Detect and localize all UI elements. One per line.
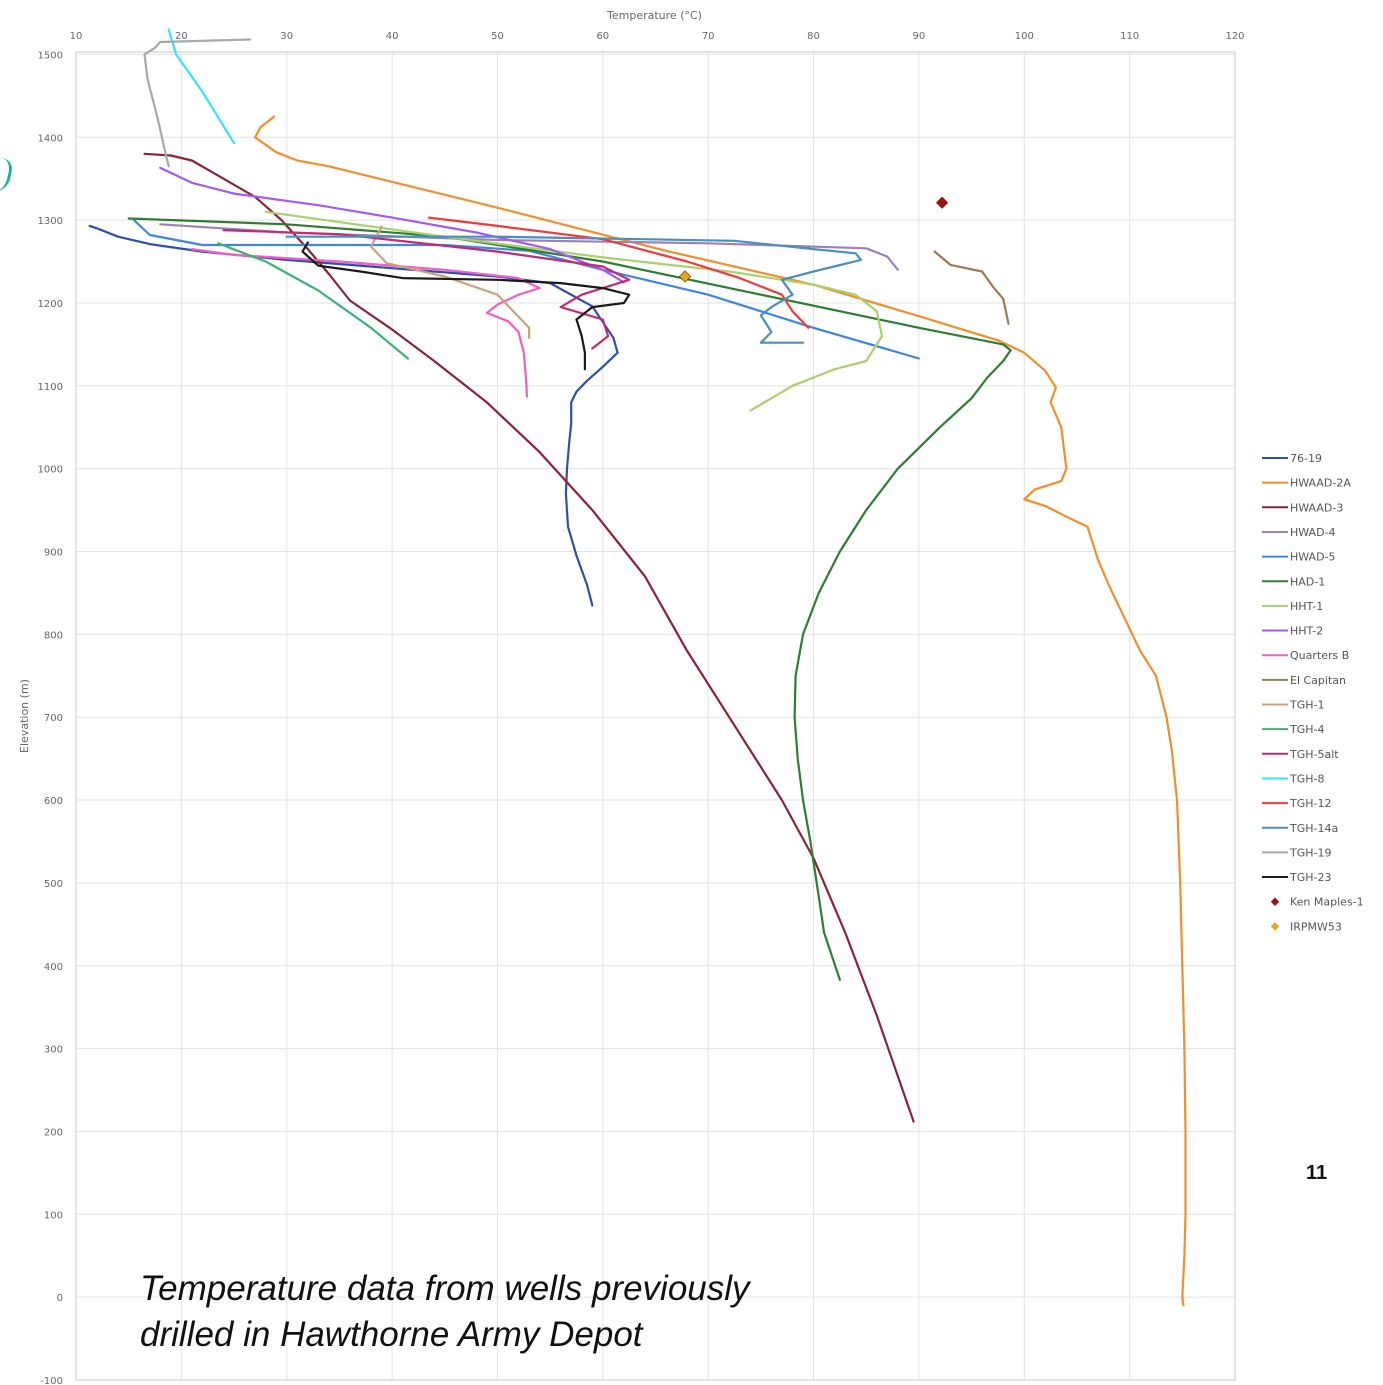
legend-label-irpmw53: IRPMW53: [1290, 920, 1342, 933]
series-line-had-1: [127, 217, 1012, 981]
legend-label-tgh-12: TGH-12: [1289, 797, 1331, 810]
x-tick-label: 60: [596, 31, 609, 42]
y-tick-label: 1500: [38, 50, 63, 61]
legend-marker-irpmw53: [1270, 922, 1280, 931]
series-line-tgh-5alt: [222, 229, 631, 350]
legend-label-tgh-5alt: TGH-5alt: [1289, 748, 1339, 761]
series-line-quarters-b: [190, 248, 541, 398]
legend-label-tgh-8: TGH-8: [1289, 772, 1324, 785]
y-tick-label: 0: [57, 1293, 63, 1304]
series-line-tgh-19: [143, 38, 251, 168]
y-tick-label: 1300: [38, 216, 63, 227]
legend-label-hht-2: HHT-2: [1290, 625, 1323, 638]
legend-label-hwaad-2a: HWAAD-2A: [1290, 477, 1351, 490]
legend-label-tgh-14a: TGH-14a: [1289, 822, 1338, 835]
y-axis-title: Elevation (m): [18, 679, 31, 753]
series-marker-ken-maples-1: [936, 196, 949, 209]
x-tick-label: 50: [491, 31, 504, 42]
series-line-tgh-12: [427, 216, 810, 329]
series-line-tgh-23: [301, 241, 631, 371]
legend-label-tgh-19: TGH-19: [1289, 846, 1331, 859]
x-tick-label: 100: [1015, 31, 1034, 42]
y-tick-label: 700: [44, 713, 63, 724]
y-tick-label: 100: [44, 1210, 63, 1221]
series-line-hht-2: [159, 166, 625, 284]
series-line-hwaad-2a: [254, 115, 1187, 1307]
series-line-el-capitan: [933, 250, 1010, 325]
legend-label-tgh-1: TGH-1: [1289, 699, 1324, 712]
series-line-hht-1: [264, 210, 884, 412]
x-tick-label: 120: [1225, 31, 1244, 42]
legend-label-quarters-b: Quarters B: [1290, 649, 1349, 662]
y-tick-label: 400: [44, 962, 63, 973]
x-tick-label: 10: [70, 31, 83, 42]
y-tick-label: 600: [44, 796, 63, 807]
series-line-tgh-14a: [285, 235, 863, 344]
caption-line-2: drilled in Hawthorne Army Depot: [140, 1315, 643, 1354]
x-tick-label: 30: [280, 31, 293, 42]
x-tick-label: 110: [1120, 31, 1139, 42]
x-tick-label: 40: [386, 31, 399, 42]
y-axis-ticks: -100 0 100 200 300 400 500 600 700 800 900 1000 1100…: [38, 50, 63, 1385]
slide-caption: Temperature data from wells previously d…: [140, 1266, 1040, 1358]
page-number: 11: [1306, 1162, 1328, 1184]
legend-label-had-1: HAD-1: [1290, 575, 1325, 588]
series-line-hwaad-3: [143, 152, 915, 1123]
x-tick-label: 70: [702, 31, 715, 42]
legend-label-hwad-5: HWAD-5: [1290, 551, 1336, 564]
plot-area-frame: [75, 51, 1236, 1381]
x-tick-label: 80: [807, 31, 820, 42]
y-tick-label: 500: [44, 879, 63, 890]
y-tick-label: 900: [44, 548, 63, 559]
legend-marker-ken-maples-1: [1270, 897, 1280, 906]
x-tick-label: 90: [913, 31, 926, 42]
series-line-tgh-1: [369, 225, 531, 339]
legend-label-ken-maples-1: Ken Maples-1: [1290, 896, 1364, 909]
y-tick-label: 200: [44, 1127, 63, 1138]
y-tick-label: -100: [40, 1376, 63, 1385]
series-lines: [88, 28, 1187, 1307]
y-tick-label: 1200: [38, 299, 63, 310]
x-axis-title: Temperature (°C): [606, 9, 702, 22]
y-tick-label: 1100: [38, 382, 63, 393]
caption-line-1: Temperature data from wells previously: [140, 1269, 750, 1308]
legend-label-el-capitan: El Capitan: [1290, 674, 1346, 687]
legend-label-hwaad-3: HWAAD-3: [1290, 501, 1343, 514]
y-tick-label: 300: [44, 1045, 63, 1056]
legend: 76-19 HWAAD-2A HWAAD-3 HWAD-4 HWAD-5 HAD-1 HHT…: [1262, 452, 1364, 933]
legend-label-tgh-23: TGH-23: [1289, 871, 1331, 884]
y-tick-label: 800: [44, 630, 63, 641]
legend-label-hwad-4: HWAD-4: [1290, 526, 1336, 539]
legend-label-hht-1: HHT-1: [1290, 600, 1323, 613]
y-tick-label: 1400: [38, 133, 63, 144]
legend-label-tgh-4: TGH-4: [1289, 723, 1324, 736]
series-marker-irpmw53: [678, 270, 692, 283]
series-line-tgh-4: [217, 242, 409, 360]
y-tick-label: 1000: [38, 465, 63, 476]
legend-label-76-19: 76-19: [1290, 452, 1322, 465]
x-tick-label: 20: [175, 31, 188, 42]
x-axis-ticks: 10 20 30 40 50 60 70 80 90 100 110 120: [70, 31, 1245, 42]
